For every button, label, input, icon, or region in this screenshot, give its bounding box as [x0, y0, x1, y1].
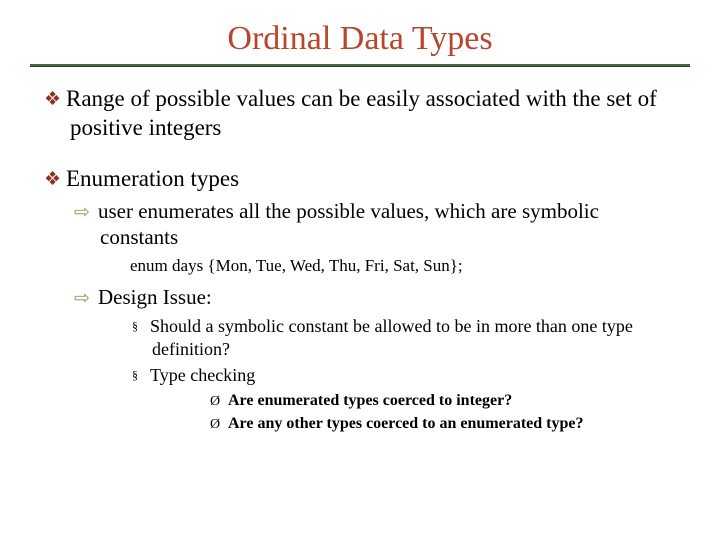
- diamond-icon: ❖: [44, 168, 66, 192]
- bullet-level3: §Type checking: [132, 364, 680, 387]
- arrow-icon: ⇨: [74, 201, 98, 224]
- bullet-text: Are any other types coerced to an enumer…: [228, 415, 584, 432]
- bullet-text: Are enumerated types coerced to integer?: [228, 392, 512, 409]
- bullet-text: Should a symbolic constant be allowed to…: [150, 316, 633, 359]
- arrow-icon: ⇨: [74, 287, 98, 310]
- slide-title: Ordinal Data Types: [40, 20, 680, 58]
- bullet-text: Type checking: [150, 365, 255, 385]
- diamond-icon: ❖: [44, 88, 66, 112]
- bullet-text: Range of possible values can be easily a…: [66, 86, 657, 140]
- title-underline: [30, 64, 690, 67]
- triangle-icon: Ø: [210, 416, 228, 434]
- code-line: enum days {Mon, Tue, Wed, Thu, Fri, Sat,…: [130, 255, 680, 276]
- bullet-level3: §Should a symbolic constant be allowed t…: [132, 315, 680, 360]
- bullet-level2: ⇨user enumerates all the possible values…: [74, 199, 680, 250]
- slide-content: ❖Range of possible values can be easily …: [40, 85, 680, 434]
- bullet-text: Enumeration types: [66, 166, 239, 191]
- bullet-level1: ❖Range of possible values can be easily …: [44, 85, 680, 143]
- triangle-icon: Ø: [210, 393, 228, 411]
- bullet-level2: ⇨Design Issue:: [74, 285, 680, 311]
- bullet-text: user enumerates all the possible values,…: [98, 199, 599, 249]
- bullet-text: Design Issue:: [98, 285, 212, 309]
- bullet-level4: ØAre any other types coerced to an enume…: [210, 414, 680, 434]
- bullet-level1: ❖Enumeration types: [44, 165, 680, 194]
- square-icon: §: [132, 368, 150, 383]
- bullet-level4: ØAre enumerated types coerced to integer…: [210, 391, 680, 411]
- square-icon: §: [132, 319, 150, 334]
